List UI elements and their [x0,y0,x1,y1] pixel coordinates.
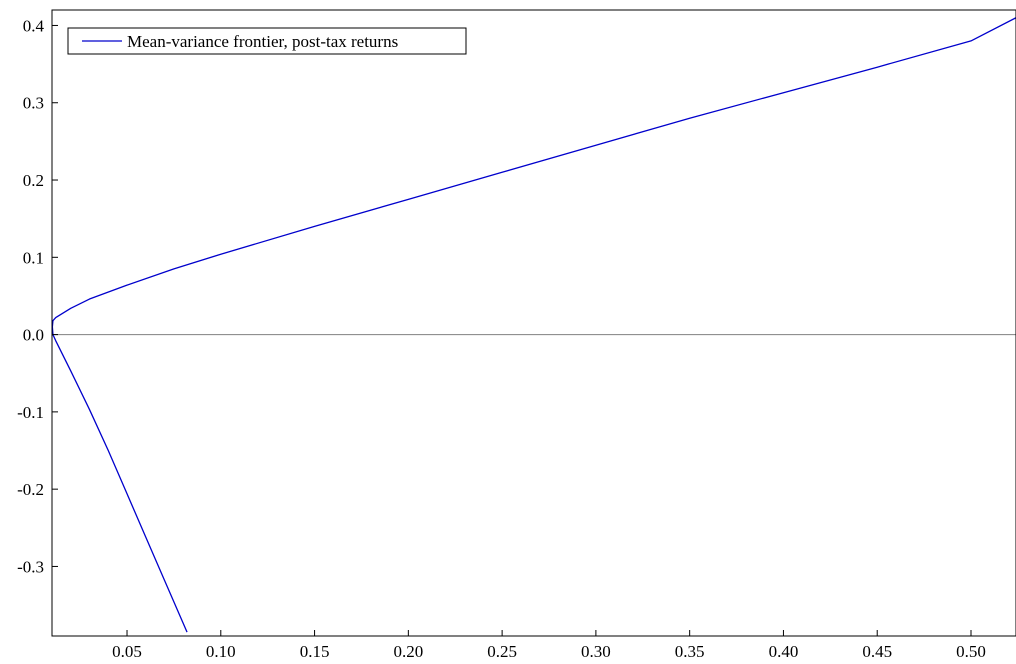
x-tick-label: 0.50 [956,642,986,661]
legend-box [67,27,467,55]
y-tick-label: 0.1 [23,248,44,267]
y-tick-label: 0.2 [23,171,44,190]
y-tick-label: -0.3 [17,557,44,576]
x-tick-label: 0.45 [862,642,892,661]
y-tick-label: 0.3 [23,94,44,113]
x-tick-label: 0.20 [393,642,423,661]
y-tick-label: -0.1 [17,403,44,422]
y-tick-label: 0.0 [23,326,44,345]
x-tick-label: 0.35 [675,642,705,661]
x-tick-label: 0.25 [487,642,517,661]
legend-label: Mean-variance frontier, post-tax returns [127,32,398,51]
legend: Mean-variance frontier, post-tax returns [67,27,467,55]
y-tick-label: -0.2 [17,480,44,499]
x-tick-label: 0.15 [300,642,330,661]
plot-frame [51,9,1016,637]
series-line-0 [51,17,1016,633]
x-tick-label: 0.40 [769,642,799,661]
x-tick-label: 0.05 [112,642,142,661]
y-tick-label: 0.4 [23,16,45,35]
x-tick-label: 0.30 [581,642,611,661]
x-tick-label: 0.10 [206,642,236,661]
